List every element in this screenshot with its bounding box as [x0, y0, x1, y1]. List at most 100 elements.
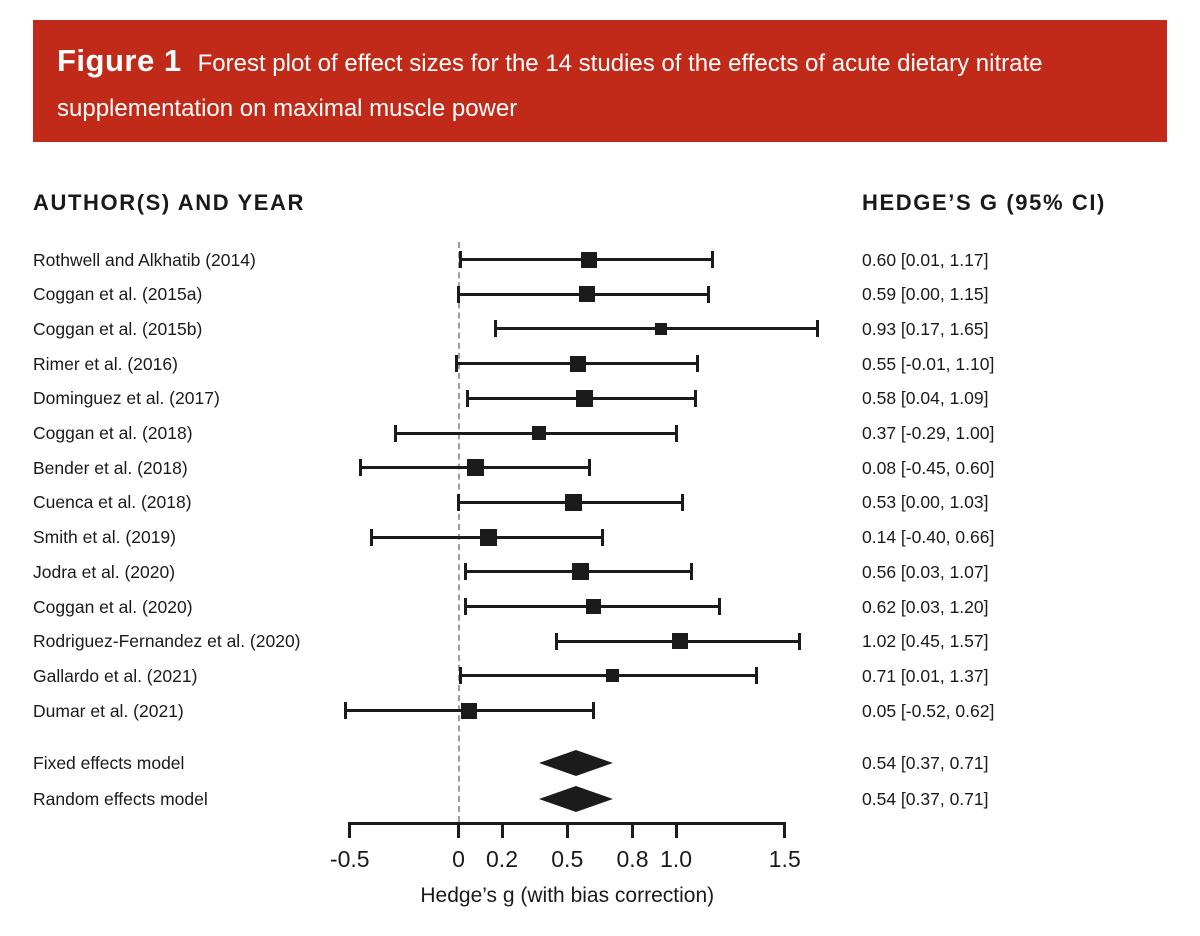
effect-value: 0.71 [0.01, 1.37]: [862, 665, 989, 686]
effect-value: 0.53 [0.00, 1.03]: [862, 492, 989, 513]
ci-cap-right: [674, 424, 678, 442]
ci-cap-right: [591, 702, 595, 720]
x-axis-tick-label: 0.8: [616, 846, 649, 872]
x-axis-tick: [500, 822, 504, 838]
ci-cap-left: [457, 493, 460, 511]
effect-value: 0.62 [0.03, 1.20]: [862, 596, 989, 617]
ci-cap-left: [493, 320, 497, 338]
study-label: Coggan et al. (2018): [33, 423, 193, 443]
effect-value: 0.54 [0.37, 0.71]: [862, 753, 989, 773]
effect-value: 0.55 [-0.01, 1.10]: [862, 353, 995, 374]
effect-value: 0.56 [0.03, 1.07]: [862, 561, 989, 582]
column-header-authors: AUTHOR(S) AND YEAR: [33, 190, 306, 215]
ci-cap-left: [465, 389, 469, 407]
ci-cap-right: [718, 598, 721, 615]
ci-cap-right: [815, 320, 819, 338]
ci-cap-right: [694, 389, 698, 407]
x-axis-tick-label: -0.5: [329, 846, 370, 872]
effect-value: 0.60 [0.01, 1.17]: [862, 249, 989, 270]
ci-cap-left: [457, 285, 460, 303]
figure-description-line2: supplementation on maximal muscle power: [57, 95, 518, 122]
effect-value: 0.05 [-0.52, 0.62]: [862, 700, 995, 721]
figure-number-label: Figure 1: [57, 43, 182, 78]
study-label: Bender et al. (2018): [33, 457, 188, 478]
study-label: Smith et al. (2019): [33, 527, 176, 548]
effect-marker: [581, 251, 597, 268]
x-axis-tick-label: 0.2: [486, 846, 518, 872]
ci-cap-right: [696, 355, 700, 373]
x-axis-tick: [457, 822, 460, 838]
effect-marker: [467, 459, 485, 477]
effect-marker: [654, 322, 667, 335]
ci-cap-right: [600, 528, 604, 546]
x-axis-title: Hedge’s g (with bias correction): [420, 884, 715, 907]
effect-value: 0.93 [0.17, 1.65]: [862, 318, 989, 339]
ci-cap-right: [707, 285, 711, 303]
ci-cap-right: [711, 251, 715, 268]
x-axis-tick-label: 1.5: [768, 846, 801, 872]
ci-cap-left: [463, 598, 467, 615]
model-label: Fixed effects model: [33, 753, 185, 773]
effect-marker: [585, 599, 601, 614]
effect-marker: [576, 389, 594, 407]
x-axis-tick: [674, 822, 678, 838]
ci-cap-left: [459, 251, 463, 268]
study-label: Rimer et al. (2016): [33, 353, 178, 374]
effect-marker: [565, 493, 583, 511]
effect-value: 0.58 [0.04, 1.09]: [862, 388, 989, 409]
study-label: Coggan et al. (2015b): [33, 318, 203, 339]
ci-cap-left: [459, 667, 463, 685]
figure-title-line1: Figure 1 Forest plot of effect sizes for …: [57, 40, 1137, 88]
ci-cap-left: [463, 563, 467, 581]
study-label: Dumar et al. (2021): [33, 700, 184, 721]
study-label: Gallardo et al. (2021): [33, 665, 198, 686]
study-label: Cuenca et al. (2018): [33, 492, 192, 513]
effect-marker: [461, 702, 478, 719]
figure-title-banner: Figure 1 Forest plot of effect sizes for …: [33, 20, 1167, 142]
effect-value: 0.08 [-0.45, 0.60]: [862, 457, 995, 478]
ci-cap-left: [343, 702, 347, 720]
effect-marker: [578, 286, 595, 303]
model-diamond: [538, 750, 613, 776]
ci-cap-left: [359, 459, 363, 477]
ci-cap-right: [754, 667, 758, 685]
ci-cap-left: [554, 632, 558, 650]
effect-marker: [531, 426, 546, 440]
x-axis-tick-label: 0: [452, 846, 465, 872]
effect-marker: [480, 528, 498, 546]
column-header-hedges-g: HEDGE’S G (95% CI): [862, 190, 1106, 215]
ci-cap-right: [587, 459, 591, 477]
model-diamond: [538, 786, 613, 812]
x-axis-tick: [565, 822, 569, 838]
ci-cap-left: [370, 528, 373, 546]
effect-marker: [672, 633, 689, 650]
effect-value: 0.54 [0.37, 0.71]: [862, 789, 989, 809]
figure-description-line1: Forest plot of effect sizes for the 14 s…: [197, 50, 1043, 77]
effect-value: 0.37 [-0.29, 1.00]: [862, 423, 995, 443]
study-label: Rodriguez-Fernandez et al. (2020): [33, 631, 301, 652]
effect-value: 1.02 [0.45, 1.57]: [862, 631, 989, 652]
effect-value: 0.14 [-0.40, 0.66]: [862, 527, 995, 548]
model-label: Random effects model: [33, 789, 208, 809]
ci-cap-right: [798, 632, 802, 650]
study-label: Dominguez et al. (2017): [33, 388, 220, 409]
x-axis-tick: [348, 822, 352, 838]
ci-cap-right: [681, 493, 685, 511]
effect-marker: [571, 563, 589, 581]
x-axis-tick-label: 1.0: [660, 846, 692, 872]
study-label: Coggan et al. (2020): [33, 596, 193, 617]
study-label: Rothwell and Alkhatib (2014): [33, 249, 256, 270]
zero-reference-line: [457, 242, 460, 822]
effect-marker: [606, 669, 620, 683]
x-axis-tick: [631, 822, 634, 838]
study-label: Coggan et al. (2015a): [33, 284, 203, 305]
effect-marker: [570, 355, 587, 372]
effect-value: 0.59 [0.00, 1.15]: [862, 284, 989, 305]
x-axis-tick-label: 0.5: [551, 846, 584, 872]
ci-cap-right: [689, 563, 693, 581]
study-label: Jodra et al. (2020): [33, 561, 176, 582]
ci-cap-left: [454, 355, 458, 373]
ci-cap-left: [393, 424, 397, 442]
x-axis-tick: [783, 822, 787, 838]
